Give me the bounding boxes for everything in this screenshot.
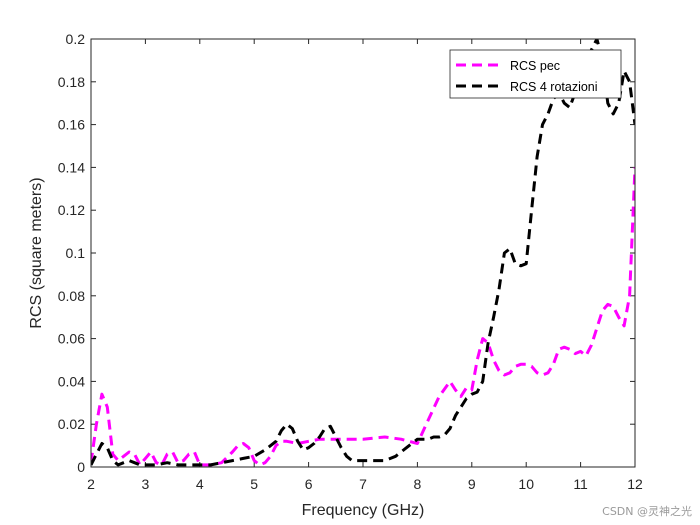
legend: RCS pec RCS 4 rotazioni xyxy=(449,49,622,99)
axes-box xyxy=(90,38,636,468)
y-tick-label: 0.02 xyxy=(58,416,85,432)
y-tick-label: 0.12 xyxy=(58,202,85,218)
legend-label-rcs-pec: RCS pec xyxy=(510,59,560,73)
x-tick-label: 12 xyxy=(627,476,643,492)
y-tick-label: 0.14 xyxy=(58,159,85,175)
plot-area xyxy=(91,39,635,467)
tick-labels: 2 3 4 5 6 7 8 9 10 11 12 0 0.02 0.04 0.06 0.08 0.1 0.12 0.… xyxy=(58,31,643,492)
y-tick-label: 0.04 xyxy=(58,373,85,389)
x-tick-label: 5 xyxy=(250,476,258,492)
x-tick-label: 10 xyxy=(518,476,534,492)
x-tick-label: 6 xyxy=(305,476,313,492)
y-tick-label: 0.16 xyxy=(58,117,85,133)
y-tick-label: 0 xyxy=(77,459,85,475)
x-tick-label: 2 xyxy=(87,476,95,492)
x-tick-label: 9 xyxy=(468,476,476,492)
x-tick-label: 3 xyxy=(142,476,150,492)
x-tick-label: 4 xyxy=(196,476,204,492)
y-tick-label: 0.2 xyxy=(66,31,86,47)
watermark: CSDN @灵神之光 xyxy=(602,505,692,518)
legend-label-rcs-4-rotazioni: RCS 4 rotazioni xyxy=(510,80,598,94)
x-tick-label: 7 xyxy=(359,476,367,492)
y-axis-title: RCS (square meters) xyxy=(28,177,45,328)
x-axis-title: Frequency (GHz) xyxy=(302,502,425,519)
y-tick-label: 0.18 xyxy=(58,74,85,90)
series-group xyxy=(91,39,635,467)
legend-box xyxy=(449,49,622,99)
y-tick-label: 0.08 xyxy=(58,288,85,304)
y-tick-label: 0.1 xyxy=(66,245,86,261)
x-tick-label: 11 xyxy=(573,476,588,492)
series-line-rcs-4-rotazioni xyxy=(91,39,635,467)
y-tick-label: 0.06 xyxy=(58,331,85,347)
x-tick-label: 8 xyxy=(414,476,422,492)
series-line-rcs-pec xyxy=(91,167,635,467)
